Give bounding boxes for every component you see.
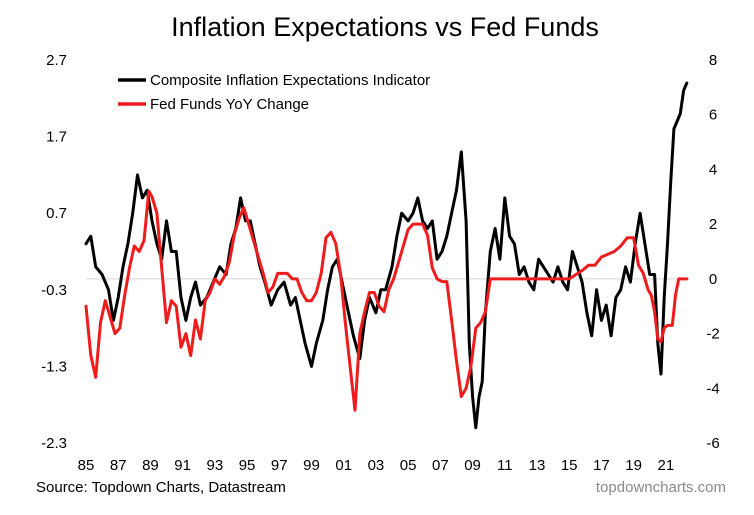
right-tick-label: -4 (706, 380, 719, 397)
x-tick-label: 21 (657, 457, 674, 474)
x-axis: 85 87 89 91 93 95 97 99 01 03 05 07 09 11 13 15 17 19 21 (78, 457, 675, 474)
left-tick-label: -0.3 (41, 282, 67, 299)
series-line-fed-funds (84, 189, 689, 412)
brand-watermark: topdowncharts.com (595, 479, 726, 496)
left-axis: 2.7 1.7 0.7 -0.3 -1.3 -2.3 (41, 52, 67, 452)
x-tick-label: 97 (271, 457, 288, 474)
x-tick-label: 17 (593, 457, 610, 474)
x-tick-label: 09 (464, 457, 481, 474)
x-tick-label: 87 (110, 457, 127, 474)
x-tick-label: 85 (78, 457, 95, 474)
left-tick-label: 2.7 (46, 52, 67, 69)
right-tick-label: 0 (709, 271, 717, 288)
x-tick-label: 11 (497, 457, 513, 474)
right-tick-label: 4 (709, 161, 717, 178)
x-tick-label: 03 (368, 457, 385, 474)
source-note: Source: Topdown Charts, Datastream (36, 479, 286, 496)
x-tick-label: 93 (207, 457, 224, 474)
x-tick-label: 99 (303, 457, 320, 474)
x-tick-label: 95 (239, 457, 256, 474)
legend-label-composite: Composite Inflation Expectations Indicat… (150, 72, 430, 89)
x-tick-label: 05 (400, 457, 417, 474)
x-tick-label: 91 (174, 457, 191, 474)
x-tick-label: 15 (561, 457, 578, 474)
right-tick-label: 6 (709, 107, 717, 124)
left-tick-label: -2.3 (41, 435, 67, 452)
right-axis: 8 6 4 2 0 -2 -4 -6 (706, 52, 719, 452)
right-tick-label: 8 (709, 52, 717, 69)
legend: Composite Inflation Expectations Indicat… (118, 72, 430, 113)
right-tick-label: -6 (706, 435, 719, 452)
right-tick-label: 2 (709, 216, 717, 233)
plot-area (84, 81, 689, 430)
series-line-composite-inflation (84, 81, 689, 430)
left-tick-label: 0.7 (46, 205, 67, 222)
left-tick-label: -1.3 (41, 358, 67, 375)
x-tick-label: 89 (142, 457, 159, 474)
x-tick-label: 01 (335, 457, 352, 474)
x-tick-label: 13 (529, 457, 546, 474)
left-tick-label: 1.7 (46, 129, 67, 146)
right-tick-label: -2 (706, 326, 719, 343)
x-tick-label: 07 (432, 457, 449, 474)
x-tick-label: 19 (625, 457, 642, 474)
chart-title: Inflation Expectations vs Fed Funds (171, 12, 599, 42)
legend-label-fed-funds: Fed Funds YoY Change (150, 96, 309, 113)
